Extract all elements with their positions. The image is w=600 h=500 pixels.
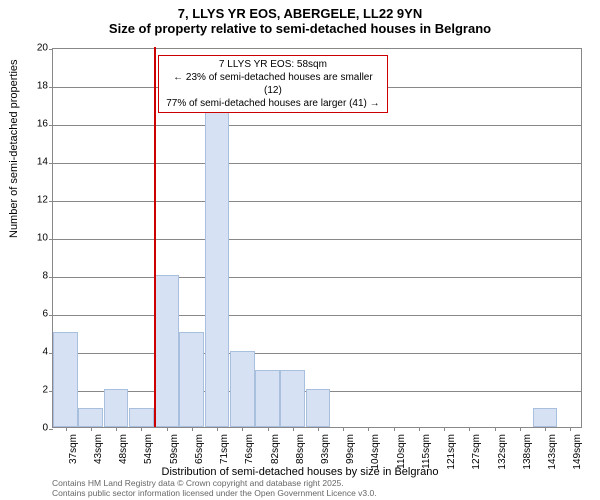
x-tick-mark <box>545 427 546 431</box>
y-tick-label: 16 <box>28 119 48 130</box>
grid-line <box>53 201 581 202</box>
x-tick-label: 149sqm <box>572 434 583 470</box>
y-tick-mark <box>49 239 53 240</box>
y-tick-mark <box>49 201 53 202</box>
x-tick-mark <box>268 427 269 431</box>
y-tick-label: 0 <box>28 423 48 434</box>
y-tick-label: 2 <box>28 385 48 396</box>
x-tick-label: 99sqm <box>345 434 356 464</box>
y-tick-label: 14 <box>28 157 48 168</box>
grid-line <box>53 353 581 354</box>
x-tick-label: 93sqm <box>320 434 331 464</box>
x-tick-label: 88sqm <box>295 434 306 464</box>
y-tick-mark <box>49 163 53 164</box>
chart-title-address: 7, LLYS YR EOS, ABERGELE, LL22 9YN <box>0 6 600 21</box>
y-tick-label: 6 <box>28 309 48 320</box>
histogram-bar <box>179 332 204 427</box>
x-axis-label: Distribution of semi-detached houses by … <box>0 466 600 478</box>
y-tick-label: 12 <box>28 195 48 206</box>
histogram-bar <box>154 275 179 427</box>
x-tick-label: 143sqm <box>547 434 558 470</box>
x-tick-mark <box>570 427 571 431</box>
x-tick-mark <box>520 427 521 431</box>
histogram-bar <box>306 389 331 427</box>
x-tick-label: 48sqm <box>118 434 129 464</box>
y-tick-label: 20 <box>28 43 48 54</box>
histogram-bar <box>280 370 305 427</box>
x-tick-label: 82sqm <box>270 434 281 464</box>
y-tick-mark <box>49 125 53 126</box>
y-tick-mark <box>49 315 53 316</box>
histogram-bar <box>78 408 103 427</box>
histogram-bar <box>230 351 255 427</box>
x-tick-mark <box>66 427 67 431</box>
y-tick-label: 18 <box>28 81 48 92</box>
x-tick-label: 76sqm <box>244 434 255 464</box>
x-tick-mark <box>495 427 496 431</box>
x-tick-mark <box>318 427 319 431</box>
reference-line <box>154 47 156 427</box>
y-tick-mark <box>49 277 53 278</box>
annotation-line2: ← 23% of semi-detached houses are smalle… <box>163 71 383 97</box>
x-tick-mark <box>192 427 193 431</box>
x-tick-mark <box>116 427 117 431</box>
x-tick-mark <box>167 427 168 431</box>
histogram-bar <box>205 104 230 427</box>
x-tick-label: 59sqm <box>169 434 180 464</box>
x-tick-label: 71sqm <box>219 434 230 464</box>
x-tick-label: 115sqm <box>421 434 432 469</box>
histogram-bar <box>255 370 280 427</box>
footer-attribution: Contains HM Land Registry data © Crown c… <box>52 478 377 498</box>
y-tick-label: 10 <box>28 233 48 244</box>
histogram-bar <box>104 389 129 427</box>
x-tick-label: 110sqm <box>396 434 407 469</box>
grid-line <box>53 277 581 278</box>
x-tick-mark <box>217 427 218 431</box>
chart-plot-area: 7 LLYS YR EOS: 58sqm ← 23% of semi-detac… <box>52 48 582 428</box>
x-tick-mark <box>242 427 243 431</box>
x-tick-mark <box>419 427 420 431</box>
x-tick-mark <box>469 427 470 431</box>
x-tick-label: 37sqm <box>68 434 79 464</box>
x-tick-label: 65sqm <box>194 434 205 464</box>
y-tick-mark <box>49 429 53 430</box>
x-tick-mark <box>368 427 369 431</box>
y-tick-mark <box>49 87 53 88</box>
x-tick-label: 43sqm <box>93 434 104 464</box>
histogram-bar <box>129 408 154 427</box>
y-tick-label: 8 <box>28 271 48 282</box>
x-tick-mark <box>91 427 92 431</box>
annotation-line1: 7 LLYS YR EOS: 58sqm <box>163 58 383 71</box>
x-tick-mark <box>293 427 294 431</box>
x-tick-label: 127sqm <box>471 434 482 470</box>
grid-line <box>53 125 581 126</box>
x-tick-mark <box>141 427 142 431</box>
annotation-line3: 77% of semi-detached houses are larger (… <box>163 97 383 110</box>
x-tick-mark <box>394 427 395 431</box>
x-tick-label: 132sqm <box>497 434 508 470</box>
x-tick-label: 104sqm <box>370 434 381 470</box>
grid-line <box>53 315 581 316</box>
histogram-bar <box>53 332 78 427</box>
grid-line <box>53 239 581 240</box>
footer-line2: Contains public sector information licen… <box>52 488 377 498</box>
annotation-box: 7 LLYS YR EOS: 58sqm ← 23% of semi-detac… <box>158 55 388 113</box>
x-tick-label: 121sqm <box>446 434 457 470</box>
x-tick-label: 54sqm <box>143 434 154 464</box>
y-tick-label: 4 <box>28 347 48 358</box>
chart-title-desc: Size of property relative to semi-detach… <box>0 21 600 36</box>
x-tick-mark <box>444 427 445 431</box>
x-tick-label: 138sqm <box>522 434 533 470</box>
footer-line1: Contains HM Land Registry data © Crown c… <box>52 478 377 488</box>
grid-line <box>53 163 581 164</box>
histogram-bar <box>533 408 558 427</box>
y-tick-mark <box>49 49 53 50</box>
x-tick-mark <box>343 427 344 431</box>
y-axis-label: Number of semi-detached properties <box>8 59 20 238</box>
